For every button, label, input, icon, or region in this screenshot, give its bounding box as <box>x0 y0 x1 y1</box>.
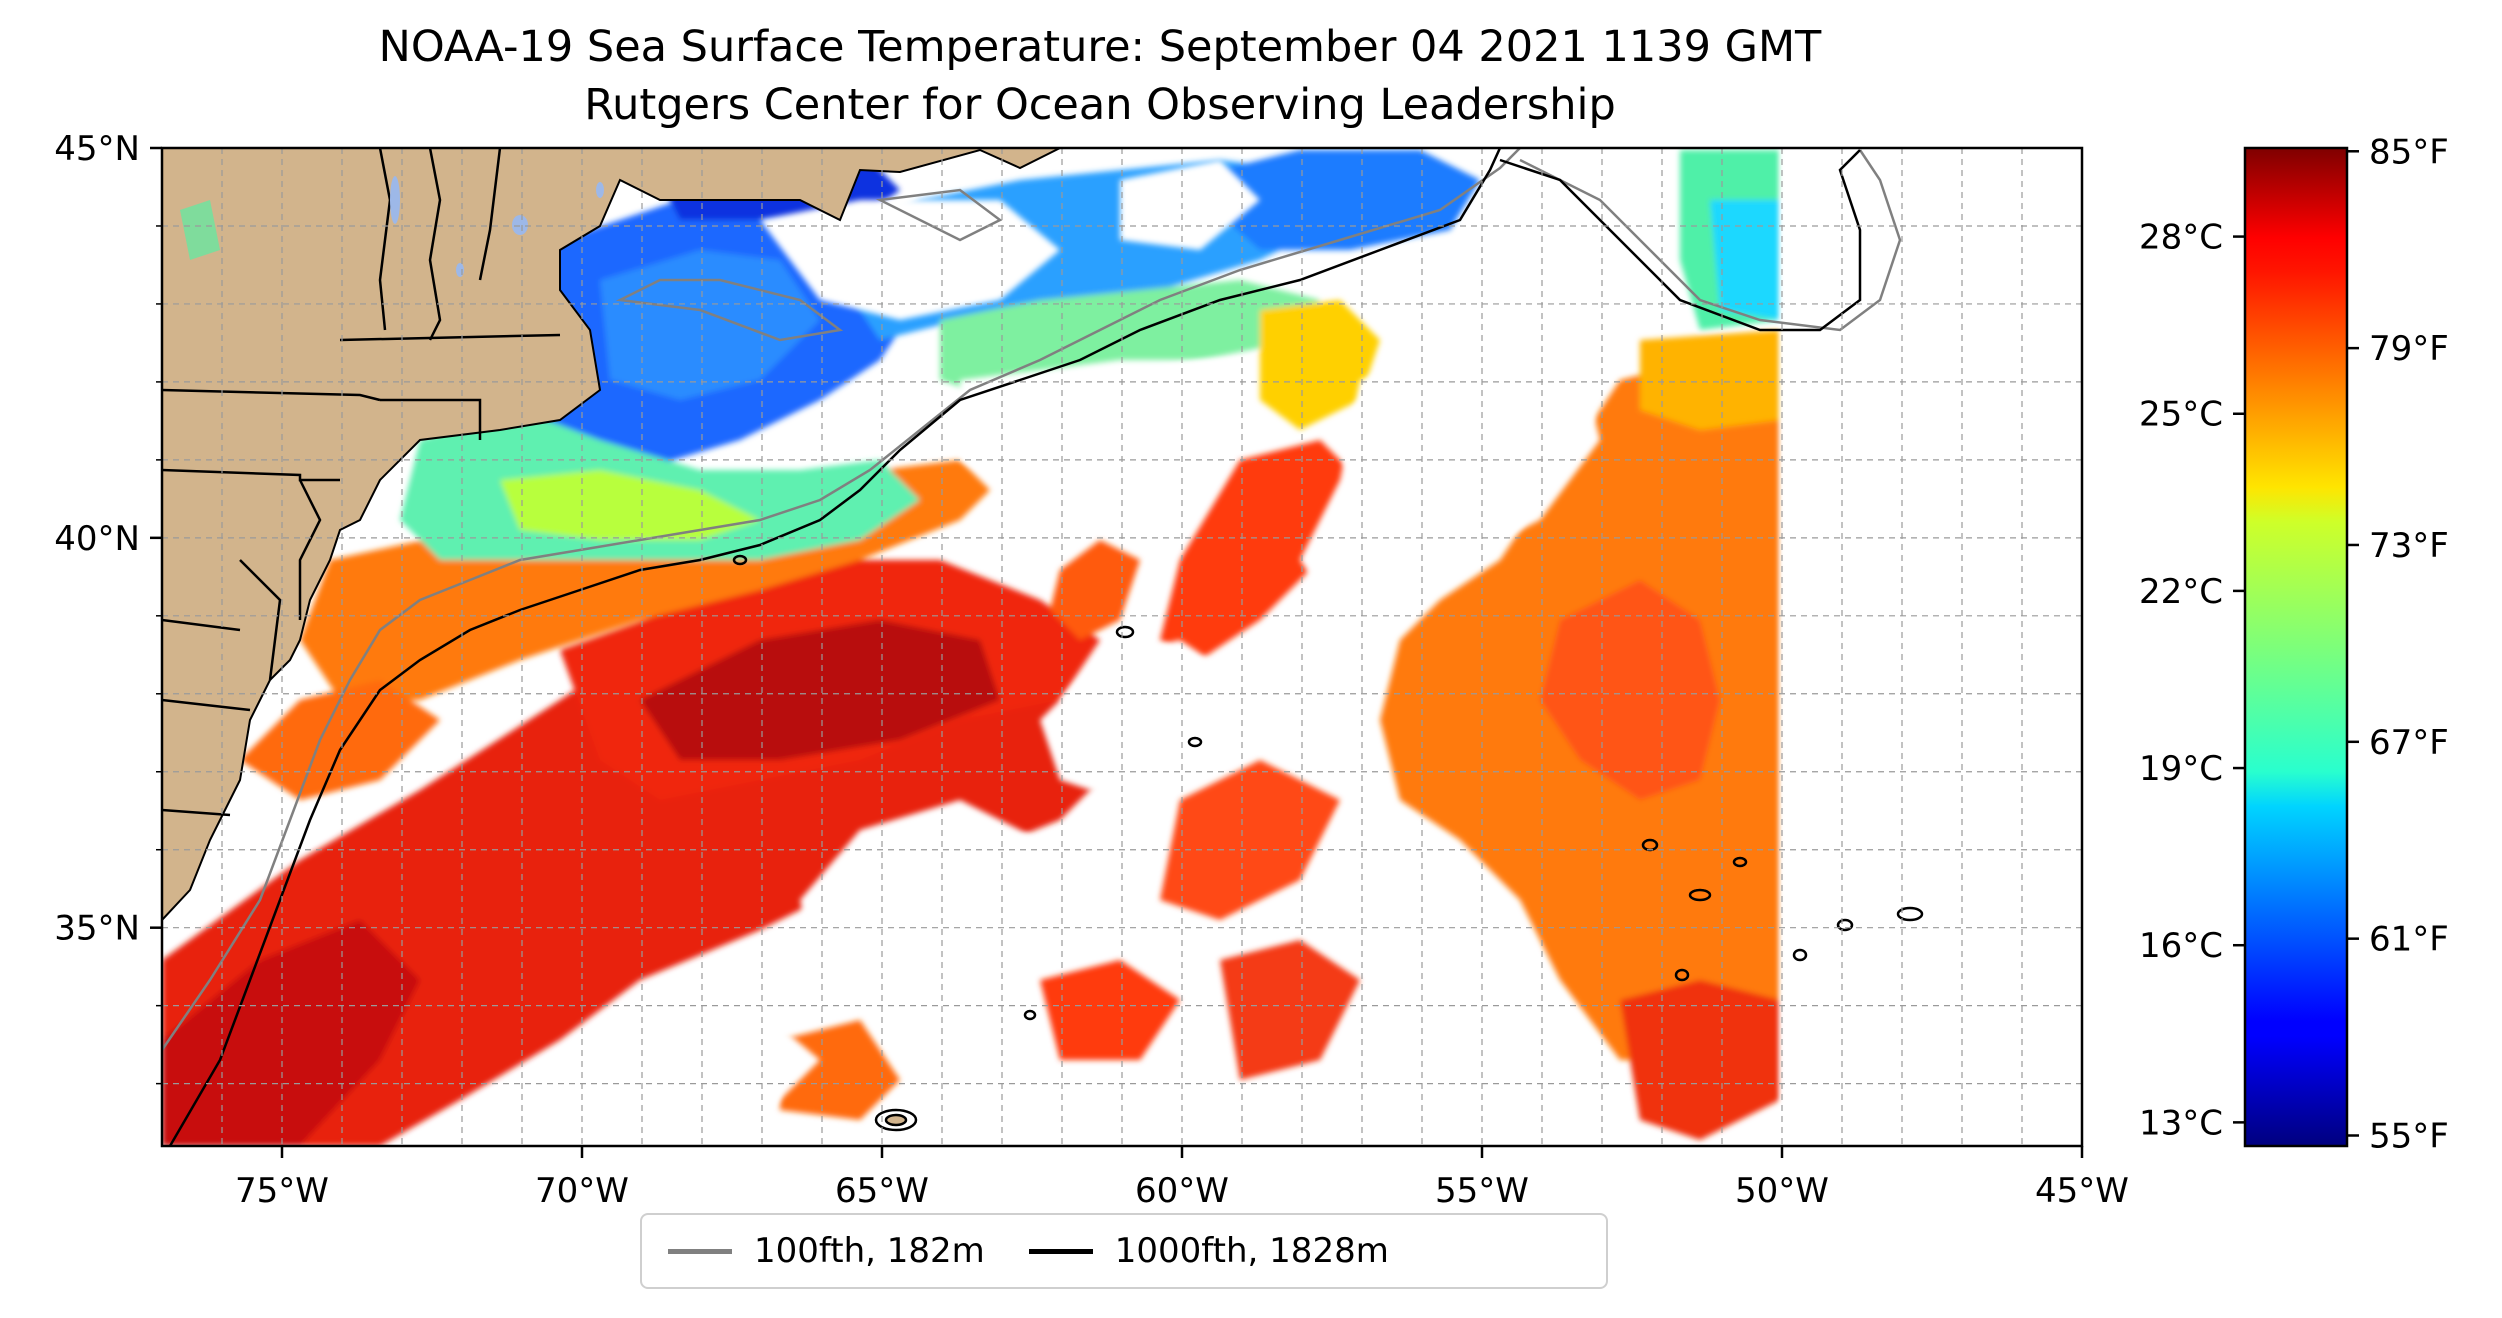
celsius-tick-label: 16°C <box>2139 926 2223 966</box>
contour-1000fth <box>168 148 1862 1146</box>
colorbar <box>2243 146 2349 1148</box>
fahrenheit-tick-label: 73°F <box>2369 526 2449 566</box>
gridlines <box>161 147 2083 1146</box>
legend: 100fth, 182m 1000fth, 1828m <box>640 1213 1608 1289</box>
legend-swatch-black <box>1028 1248 1093 1254</box>
lon-tick-label: 65°W <box>835 1171 929 1211</box>
legend-item-1000fth: 1000fth, 1828m <box>1028 1231 1389 1271</box>
land <box>162 148 1061 922</box>
lon-tick-label: 75°W <box>235 1171 329 1211</box>
fahrenheit-tick-label: 67°F <box>2369 723 2449 763</box>
celsius-tick-label: 25°C <box>2139 395 2223 435</box>
celsius-tick-label: 19°C <box>2139 749 2223 789</box>
lat-tick-label: 40°N <box>54 519 140 559</box>
contour-100fth <box>162 148 1902 1051</box>
fahrenheit-tick-label: 79°F <box>2369 329 2449 369</box>
fahrenheit-tick-label: 85°F <box>2369 132 2449 172</box>
legend-label-100fth: 100fth, 182m <box>754 1231 985 1271</box>
figure-subtitle: Rutgers Center for Ocean Observing Leade… <box>584 80 1616 130</box>
map-axes: 75°W 70°W 65°W 60°W 55°W 50°W 45°W 45°N 40°N 35°N <box>54 129 2129 1211</box>
map-frame <box>160 146 2084 1148</box>
lakes <box>390 176 604 277</box>
celsius-tick-label: 22°C <box>2139 572 2223 612</box>
fahrenheit-tick-label: 61°F <box>2369 920 2449 960</box>
lon-tick-label: 45°W <box>2035 1171 2129 1211</box>
figure-title: NOAA-19 Sea Surface Temperature: Septemb… <box>378 22 1822 72</box>
map-area <box>162 148 2082 1146</box>
lon-tick-label: 55°W <box>1435 1171 1529 1211</box>
celsius-tick-label: 13°C <box>2139 1103 2223 1143</box>
colorbar-axes: 28°C 25°C 22°C 19°C 16°C 13°C 85°F 79°F 73°F 67°F… <box>2139 132 2449 1156</box>
legend-swatch-gray <box>668 1248 732 1254</box>
lat-tick-label: 35°N <box>54 909 140 949</box>
seamounts <box>732 554 1924 1132</box>
celsius-tick-label: 28°C <box>2139 218 2223 258</box>
lat-tick-label: 45°N <box>54 129 140 169</box>
legend-item-100fth: 100fth, 182m <box>668 1231 985 1271</box>
lon-tick-label: 60°W <box>1135 1171 1229 1211</box>
state-borders <box>162 148 561 817</box>
fahrenheit-tick-label: 55°F <box>2369 1117 2449 1157</box>
cloud-mask <box>560 148 2082 1146</box>
legend-label-1000fth: 1000fth, 1828m <box>1114 1231 1389 1271</box>
lon-tick-label: 50°W <box>1735 1171 1829 1211</box>
lon-tick-label: 70°W <box>535 1171 629 1211</box>
